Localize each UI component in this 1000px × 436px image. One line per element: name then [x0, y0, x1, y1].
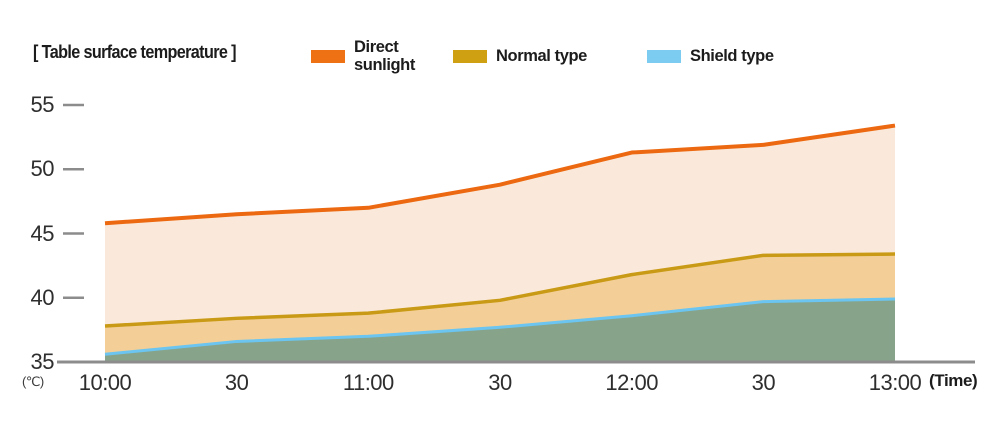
- x-axis-tick-label: 30: [224, 370, 249, 395]
- y-axis-tick-label: 40: [30, 284, 55, 310]
- legend: Direct sunlight Normal type Shield type: [0, 0, 1000, 90]
- chart-title: [ Table surface temperature ]: [33, 42, 237, 62]
- legend-swatch: [647, 49, 681, 63]
- x-axis-tick-label: 30: [751, 370, 776, 395]
- x-axis-tick-label: 11:00: [342, 370, 394, 395]
- x-axis-tick-label: 30: [488, 370, 512, 395]
- legend-label: Normal type: [496, 46, 587, 65]
- series-line-direct-sunlight: [104, 123, 896, 226]
- y-axis-tick-label: 50: [30, 156, 55, 182]
- legend-swatch: [453, 49, 487, 63]
- series-line-shield-type: [104, 297, 896, 356]
- x-axis-tick-label: 10:00: [78, 370, 132, 395]
- area-band-direct-sunlight: [105, 125, 895, 327]
- y-axis-unit: (℃): [22, 374, 44, 389]
- x-axis-tick-label: 12:00: [605, 370, 658, 395]
- legend-item: Normal type: [453, 36, 587, 76]
- legend-label: Direct sunlight: [354, 37, 415, 74]
- y-axis-tick-label: 45: [30, 220, 55, 246]
- legend-swatch: [311, 49, 345, 63]
- legend-item: Shield type: [647, 36, 774, 76]
- legend-label: Shield type: [690, 46, 774, 65]
- x-axis-unit: (Time): [929, 371, 978, 390]
- x-axis-tick-label: 13:00: [868, 370, 922, 395]
- area-band-shield-type: [105, 299, 895, 361]
- series-line-normal-type: [104, 252, 896, 328]
- y-axis-tick-label: 35: [30, 349, 55, 374]
- legend-item: Direct sunlight: [311, 36, 415, 76]
- area-band-normal-type: [105, 254, 895, 355]
- y-axis-tick-label: 55: [30, 92, 55, 117]
